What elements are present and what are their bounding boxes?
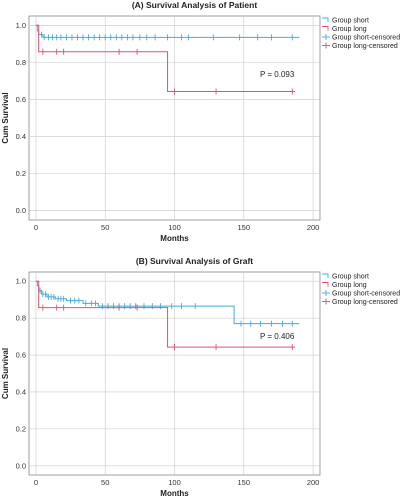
series-line-group-long bbox=[35, 280, 296, 348]
y-tick-label: 0.6 bbox=[16, 351, 26, 360]
chart-title: (B) Survival Analysis of Graft bbox=[136, 256, 253, 266]
legend-item: Group long-censored bbox=[332, 299, 398, 306]
chart-panel-b: (B) Survival Analysis of Graft 0 50 100 150 2… bbox=[1, 256, 400, 498]
y-tick-label: 0.4 bbox=[16, 132, 26, 141]
y-tick-label: 1.0 bbox=[16, 277, 26, 286]
x-tick-label: 100 bbox=[168, 478, 181, 487]
legend-item: Group short bbox=[332, 274, 369, 281]
y-tick-label: 0.0 bbox=[16, 461, 26, 470]
y-tick-label: 0.8 bbox=[16, 314, 26, 323]
y-tick-label: 1.0 bbox=[16, 21, 26, 30]
legend-item: Group short-censored bbox=[332, 291, 400, 298]
legend-item: Group long bbox=[332, 26, 367, 33]
y-axis-label: Cum Survival bbox=[1, 92, 10, 143]
series-line-group-long bbox=[35, 24, 296, 92]
y-tick-label: 0.2 bbox=[16, 169, 26, 178]
legend-item: Group short-censored bbox=[332, 35, 400, 42]
y-tick-label: 0.6 bbox=[16, 95, 26, 104]
x-tick-label: 150 bbox=[238, 478, 251, 487]
x-tick-label: 100 bbox=[168, 223, 181, 232]
y-tick-label: 0.4 bbox=[16, 387, 26, 396]
x-axis-label: Months bbox=[160, 234, 189, 243]
y-axis-label: Cum Survival bbox=[1, 348, 10, 399]
legend-item: Group long bbox=[332, 282, 367, 289]
legend-symbol bbox=[322, 17, 329, 22]
p-value-annotation: P = 0.406 bbox=[260, 332, 295, 341]
chart-panel-a: (A) Survival Analysis of Patient 0 50 100 15… bbox=[1, 0, 400, 243]
y-tick-label: 0.8 bbox=[16, 58, 26, 67]
legend-item: Group long-censored bbox=[332, 43, 398, 50]
x-tick-label: 200 bbox=[307, 223, 320, 232]
legend-symbol bbox=[322, 26, 329, 31]
chart-title: (A) Survival Analysis of Patient bbox=[132, 0, 257, 10]
p-value-annotation: P = 0.093 bbox=[260, 70, 295, 79]
x-tick-label: 0 bbox=[34, 223, 38, 232]
legend-item: Group short bbox=[332, 18, 369, 25]
x-tick-label: 50 bbox=[101, 478, 109, 487]
x-tick-label: 0 bbox=[34, 478, 38, 487]
y-tick-label: 0.2 bbox=[16, 424, 26, 433]
x-axis-label: Months bbox=[160, 489, 189, 498]
x-tick-label: 200 bbox=[307, 478, 320, 487]
x-tick-label: 150 bbox=[238, 223, 251, 232]
legend-symbol bbox=[322, 273, 329, 278]
legend-symbol bbox=[322, 282, 329, 287]
x-tick-label: 50 bbox=[101, 223, 109, 232]
y-tick-label: 0.0 bbox=[16, 206, 26, 215]
